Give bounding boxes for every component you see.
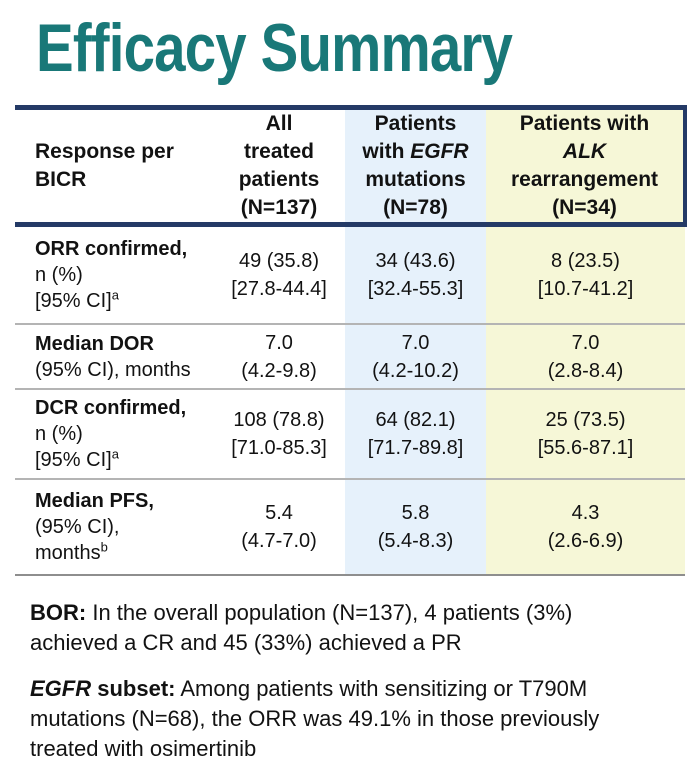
value-line: 49 (35.8) — [238, 250, 320, 272]
note-line: In the overall population (N=137), 4 pat… — [86, 600, 573, 625]
header-line: (N=78) — [383, 196, 448, 219]
cell-dcr-alk: 25 (73.5) [55.6-87.1] — [486, 389, 685, 480]
header-egfr-mutations: Patients with EGFR mutations (N=78) — [345, 105, 486, 227]
header-line: BICR — [35, 168, 87, 191]
note-line: achieved a CR and 45 (33%) achieved a PR — [30, 630, 462, 655]
ci-line: [27.8-44.4] — [231, 278, 327, 300]
footnote-sup-a: a — [111, 446, 119, 462]
value-line: 8 (23.5) — [551, 250, 620, 272]
header-line: Patients — [374, 112, 457, 135]
row-label-bold: Median DOR — [35, 332, 154, 355]
note-line: Among patients with sensitizing or T790M — [175, 676, 588, 701]
value-line: 7.0 — [571, 331, 600, 354]
cell-dcr-egfr: 64 (82.1) [71.7-89.8] — [345, 389, 486, 480]
cell-orr-alk: 8 (23.5) [10.7-41.2] — [486, 224, 685, 325]
row-label-line: [95% CI]a — [35, 447, 213, 473]
cell-pfs-all-treated: 5.4 (4.7-7.0) — [213, 479, 345, 576]
header-line: patients — [238, 168, 320, 191]
efficacy-table: Response per BICR All treated patients (… — [15, 105, 687, 576]
ci-line: (2.6-6.9) — [547, 530, 624, 552]
ci-line: (4.7-7.0) — [241, 530, 317, 552]
ci-line: [55.6-87.1] — [537, 437, 634, 459]
note-egfr-label: EGFR subset: — [30, 676, 175, 701]
value-line: 64 (82.1) — [375, 409, 456, 431]
table-row-pfs: Median PFS, (95% CI), monthsb 5.4 (4.7-7… — [15, 479, 685, 576]
header-line: Patients with — [519, 112, 650, 135]
header-alk-rearrangement: Patients with ALK rearrangement (N=34) — [486, 105, 687, 227]
row-label-text: [95% CI] — [35, 449, 112, 471]
note-bor-label: BOR: — [30, 600, 87, 625]
value-line: 4.3 — [571, 502, 600, 524]
row-label-line: [95% CI]a — [35, 288, 213, 314]
table-row-dor: Median DOR (95% CI), months 7.0 (4.2-9.8… — [15, 324, 685, 390]
row-label-line: n (%) — [35, 423, 83, 445]
label-orr-confirmed: ORR confirmed, n (%) [95% CI]a — [15, 224, 213, 325]
ci-line: [71.0-85.3] — [231, 437, 327, 459]
header-line: (N=34) — [552, 196, 617, 219]
value-line: 5.8 — [401, 502, 430, 524]
header-row: Response per BICR All treated patients (… — [15, 105, 687, 227]
cell-dor-egfr: 7.0 (4.2-10.2) — [345, 324, 486, 390]
ci-line: (5.4-8.3) — [377, 530, 454, 552]
row-label-bold: DCR confirmed, — [35, 397, 187, 419]
header-response-per-bicr: Response per BICR — [15, 105, 213, 227]
slide: Efficacy Summary Response per BICR All t… — [0, 14, 700, 764]
value-line: 25 (73.5) — [545, 409, 626, 431]
header-line: Response per — [35, 140, 174, 163]
note-line: mutations (N=68), the ORR was 49.1% in t… — [30, 706, 600, 731]
ci-line: (4.2-10.2) — [372, 359, 459, 382]
ci-line: (4.2-9.8) — [241, 359, 317, 382]
header-line: rearrangement — [510, 168, 659, 191]
notes-section: BOR: In the overall population (N=137), … — [30, 598, 680, 764]
ci-line: (2.8-8.4) — [547, 359, 624, 382]
cell-dor-alk: 7.0 (2.8-8.4) — [486, 324, 685, 390]
page-title: Efficacy Summary — [36, 10, 513, 86]
alk-gene-label: ALK — [562, 140, 607, 163]
note-line: treated with osimertinib — [30, 736, 257, 761]
row-label-line: (95% CI), — [35, 516, 120, 538]
note-bor: BOR: In the overall population (N=137), … — [30, 598, 680, 658]
table-row-dcr: DCR confirmed, n (%) [95% CI]a 108 (78.8… — [15, 389, 685, 480]
row-label-bold: ORR confirmed, — [35, 238, 188, 260]
cell-orr-all-treated: 49 (35.8) [27.8-44.4] — [213, 224, 345, 325]
header-line: treated — [243, 140, 315, 163]
header-line: (N=137) — [240, 196, 318, 219]
value-line: 5.4 — [265, 502, 293, 524]
value-line: 7.0 — [401, 331, 430, 354]
header-all-treated-patients: All treated patients (N=137) — [213, 105, 345, 227]
label-dcr-confirmed: DCR confirmed, n (%) [95% CI]a — [15, 389, 213, 480]
footnote-sup-a: a — [111, 287, 119, 303]
table-row-orr: ORR confirmed, n (%) [95% CI]a 49 (35.8)… — [15, 224, 685, 325]
cell-pfs-egfr: 5.8 (5.4-8.3) — [345, 479, 486, 576]
label-median-pfs: Median PFS, (95% CI), monthsb — [15, 479, 213, 576]
row-label-line: (95% CI), months — [35, 358, 191, 381]
header-line: All — [265, 112, 293, 135]
value-line: 34 (43.6) — [375, 250, 456, 272]
row-label-text: [95% CI] — [35, 290, 112, 312]
note-egfr-subset: EGFR subset: Among patients with sensiti… — [30, 674, 680, 764]
ci-line: [32.4-55.3] — [367, 278, 464, 300]
row-label-bold: Median PFS, — [35, 490, 154, 512]
value-line: 7.0 — [265, 331, 293, 354]
row-label-line: n (%) — [35, 264, 83, 286]
ci-line: [71.7-89.8] — [367, 437, 464, 459]
header-text: with — [362, 140, 411, 163]
value-line: 108 (78.8) — [233, 409, 325, 431]
header-line: mutations — [365, 168, 466, 191]
cell-dcr-all-treated: 108 (78.8) [71.0-85.3] — [213, 389, 345, 480]
header-line: ALK — [486, 138, 683, 166]
note-label-text: subset: — [91, 676, 176, 701]
cell-orr-egfr: 34 (43.6) [32.4-55.3] — [345, 224, 486, 325]
header-line: with EGFR — [345, 138, 486, 166]
cell-dor-all-treated: 7.0 (4.2-9.8) — [213, 324, 345, 390]
egfr-gene-label: EGFR — [410, 140, 469, 163]
footnote-sup-b: b — [100, 539, 108, 555]
cell-pfs-alk: 4.3 (2.6-6.9) — [486, 479, 685, 576]
label-median-dor: Median DOR (95% CI), months — [15, 324, 213, 390]
row-label-line: monthsb — [35, 540, 213, 566]
row-label-text: months — [35, 542, 101, 564]
egfr-gene-label: EGFR — [30, 676, 92, 701]
ci-line: [10.7-41.2] — [537, 278, 634, 300]
